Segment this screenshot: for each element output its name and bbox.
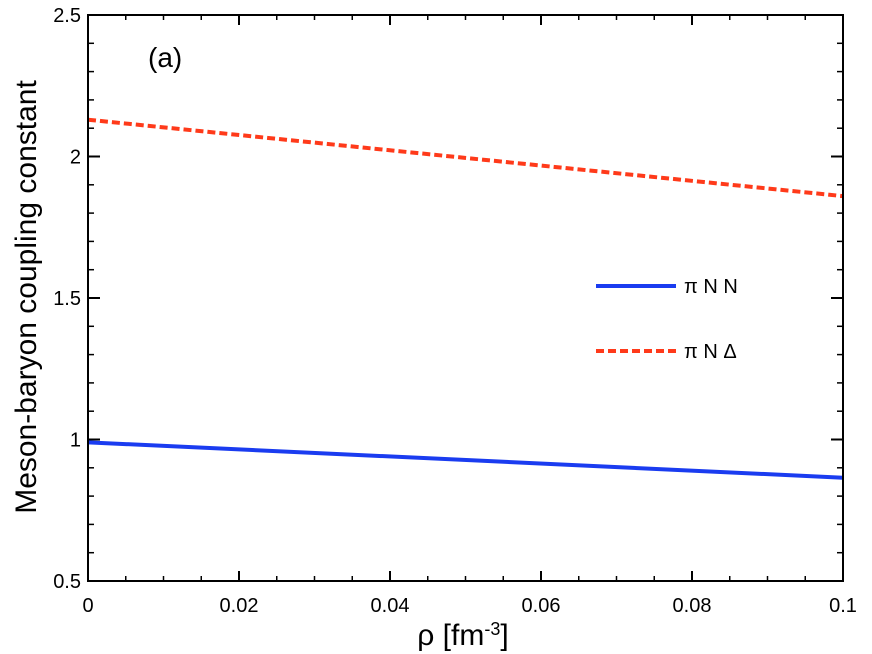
y-axis-title: Meson-baryon coupling constant (10, 80, 43, 514)
ticks-layer: 0 0.02 0.04 0.06 0.08 0.1 0.5 1 1.5 2 2.5 (53, 5, 857, 617)
x-axis-title-close: ] (500, 619, 508, 652)
legend-label-pinn: π N N (684, 276, 738, 298)
legend: π N N π N Δ (596, 276, 738, 363)
y-tick-label: 1 (70, 430, 81, 452)
y-tick-label: 0.5 (53, 571, 81, 593)
x-tick-label: 0 (82, 595, 93, 617)
x-tick-label: 0.1 (829, 595, 857, 617)
panel-label: (a) (148, 42, 182, 73)
x-axis-title: ρ [fm-3] (417, 619, 508, 652)
series-line-0 (87, 440, 844, 480)
x-tick-label: 0.08 (673, 595, 712, 617)
series-layer (87, 117, 844, 480)
plot-frame (87, 14, 844, 582)
y-tick-label: 2 (70, 147, 81, 169)
series-line-1 (87, 117, 844, 199)
x-axis-title-sup: -3 (484, 619, 500, 639)
x-axis-title-main: ρ [fm (417, 619, 484, 652)
x-tick-label: 0.04 (371, 595, 410, 617)
y-tick-label: 1.5 (53, 288, 81, 310)
y-tick-label: 2.5 (53, 5, 81, 27)
x-tick-label: 0.06 (522, 595, 561, 617)
legend-label-pindelta: π N Δ (684, 341, 737, 363)
x-tick-label: 0.02 (220, 595, 259, 617)
